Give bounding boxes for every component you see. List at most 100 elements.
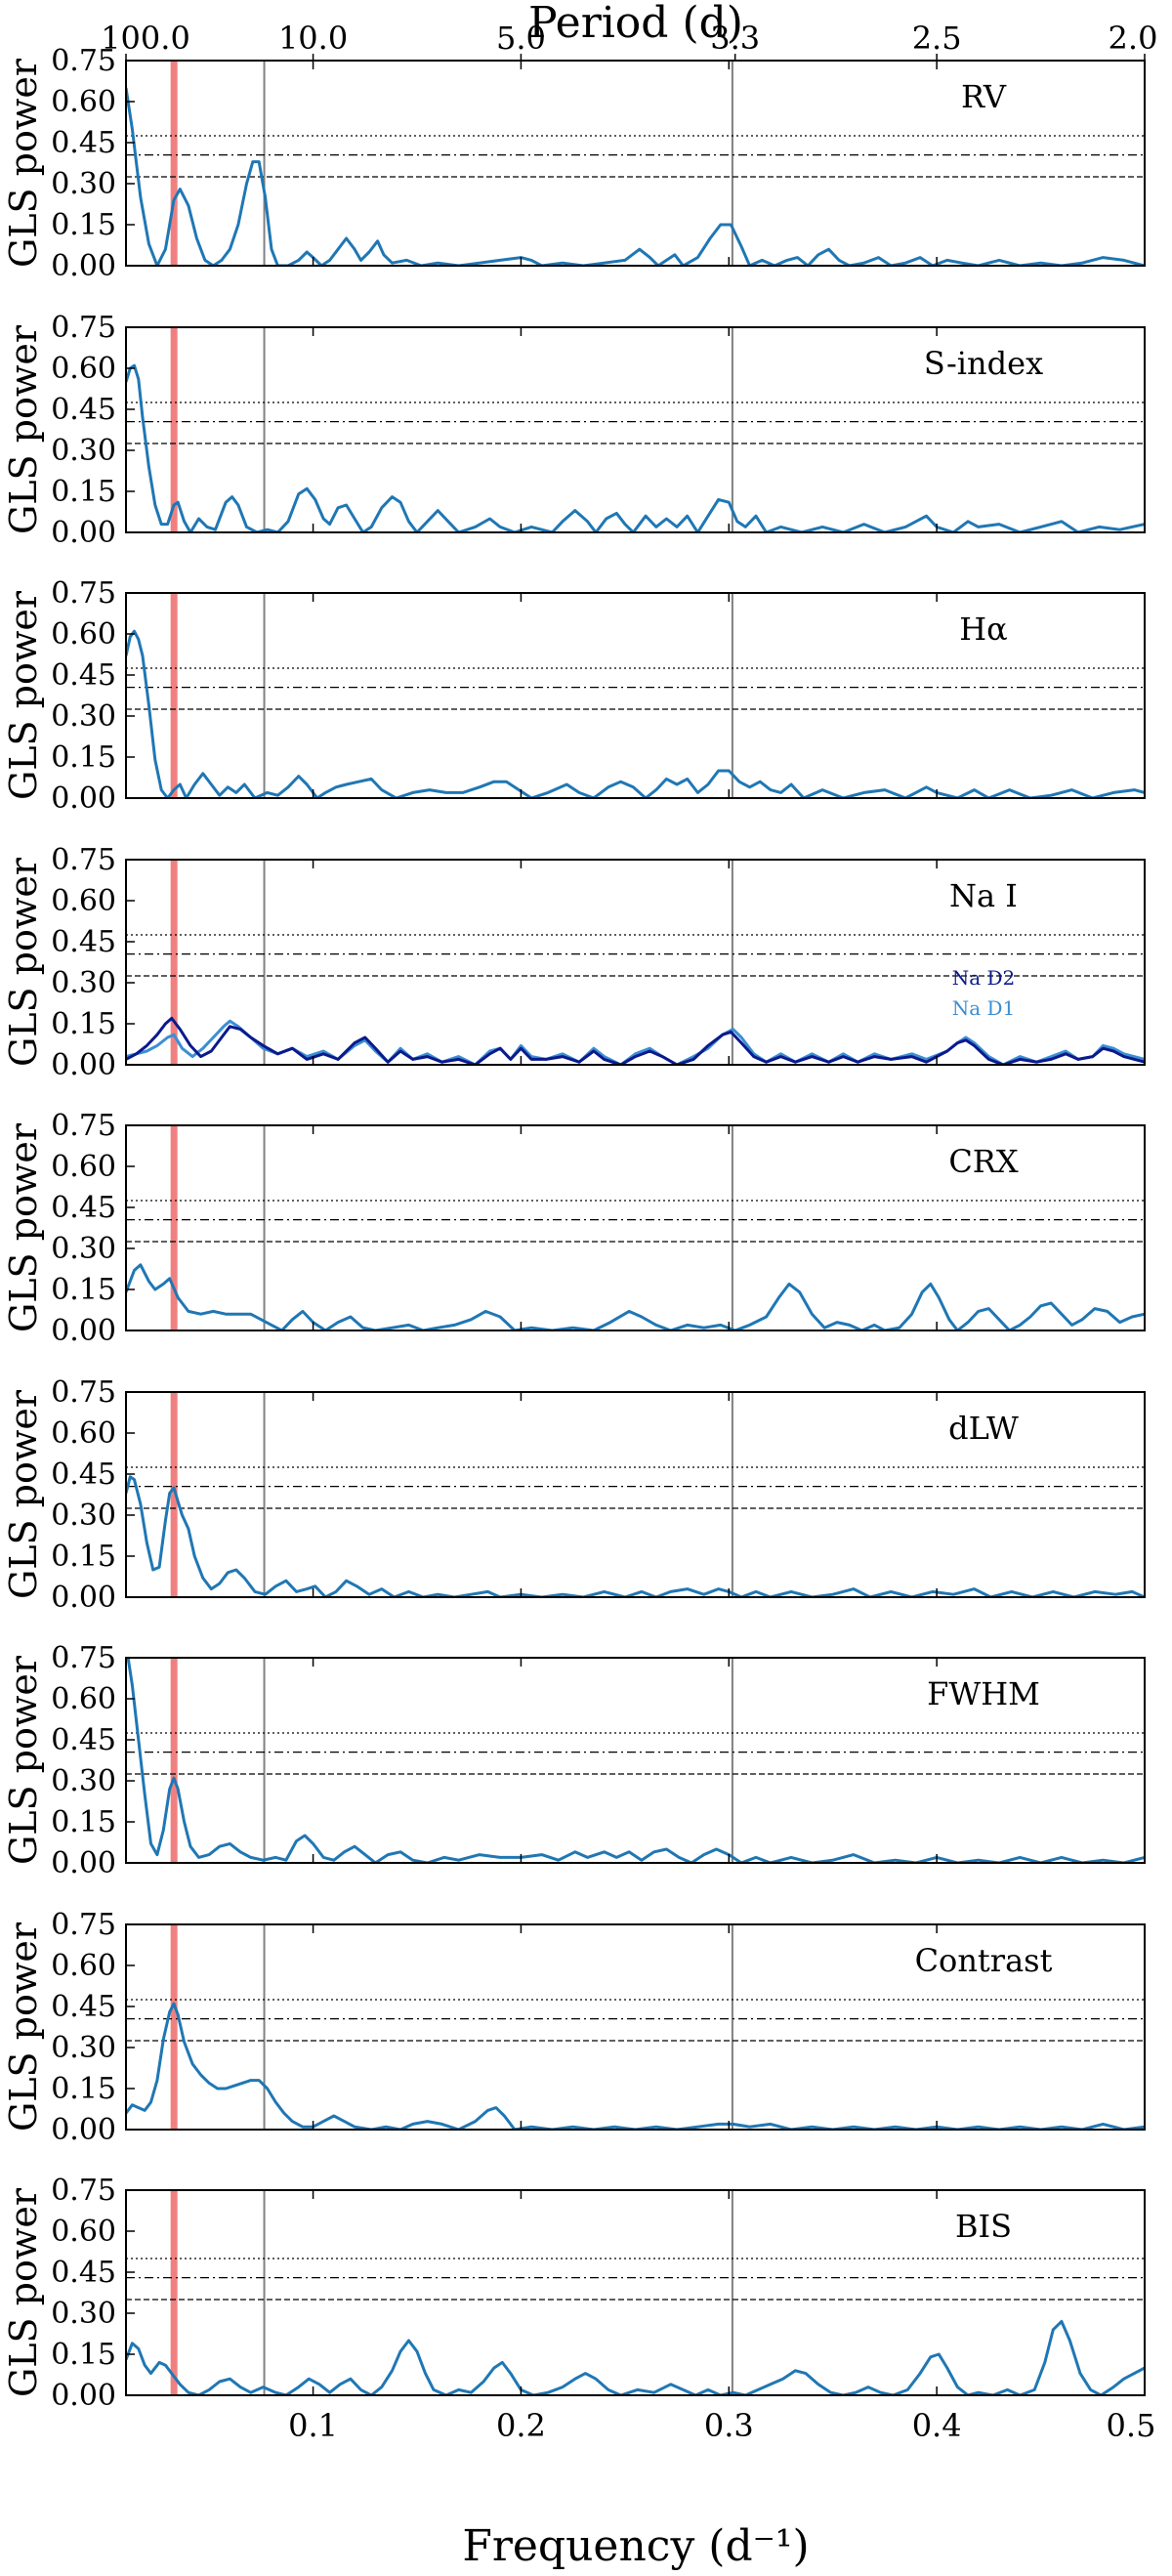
y-tick-label: 0.60 [51, 1150, 116, 1184]
series-group [126, 1263, 1145, 1330]
panel-label: Contrast [915, 1942, 1053, 1979]
y-tick-label: 0.45 [51, 1457, 116, 1492]
panel-frame [125, 2189, 1146, 2396]
y-tick-label: 0.45 [51, 1723, 116, 1757]
top-axis-title: Period (d) [528, 0, 743, 48]
y-tick-label: 0.15 [51, 2072, 116, 2106]
panel-label: CRX [948, 1143, 1019, 1180]
y-axis-title: GLS power [2, 1655, 45, 1865]
y-tick-label: 0.00 [51, 1581, 116, 1615]
y-tick-label: 0.30 [51, 434, 116, 468]
y-tick-label: 0.60 [51, 884, 116, 918]
y-tick-label: 0.15 [51, 1540, 116, 1574]
series-group [126, 1016, 1145, 1065]
panel-label: Na I [949, 877, 1018, 914]
y-tick-label: 0.45 [51, 2256, 116, 2290]
y-axis-title: GLS power [2, 1389, 45, 1599]
series-group [126, 629, 1145, 798]
panel-frame [125, 1124, 1146, 1331]
panel-frame [125, 1391, 1146, 1598]
y-tick-label: 0.15 [51, 1273, 116, 1307]
top-tick-label: 5.0 [496, 20, 546, 57]
y-axis-title: GLS power [2, 2187, 45, 2397]
x-tick-label: 0.1 [288, 2407, 338, 2444]
y-tick-label: 0.00 [51, 781, 116, 816]
top-tick-label: 2.0 [1109, 20, 1158, 57]
legend-entry: Na D1 [952, 996, 1016, 1020]
y-tick-label: 0.00 [51, 249, 116, 283]
y-tick-label: 0.15 [51, 1007, 116, 1041]
y-tick-label: 0.30 [51, 1232, 116, 1266]
series-line [126, 1016, 1145, 1065]
y-tick-label: 0.60 [51, 1949, 116, 1983]
y-axis-title: GLS power [2, 1122, 45, 1332]
series-group [126, 2319, 1145, 2395]
y-tick-label: 0.60 [51, 352, 116, 386]
y-tick-label: 0.30 [51, 167, 116, 201]
panel-label: S-index [924, 345, 1043, 382]
panel-frame [125, 859, 1146, 1066]
y-tick-label: 0.75 [51, 576, 116, 611]
series-line [126, 1263, 1145, 1330]
y-tick-label: 0.30 [51, 2031, 116, 2065]
y-tick-label: 0.45 [51, 1990, 116, 2024]
y-tick-label: 0.45 [51, 126, 116, 160]
panel-frame [125, 60, 1146, 267]
y-tick-label: 0.15 [51, 2338, 116, 2372]
y-tick-label: 0.00 [51, 516, 116, 550]
y-tick-label: 0.00 [51, 1314, 116, 1348]
panel-label: Hα [959, 611, 1008, 648]
x-tick-label: 0.2 [496, 2407, 546, 2444]
series-line [126, 87, 1145, 266]
series-line [126, 1658, 1145, 1863]
top-tick-label: 3.3 [710, 20, 760, 57]
panel-frame [125, 592, 1146, 799]
panel-frame [125, 1923, 1146, 2131]
panel-frame [125, 1657, 1146, 1864]
y-tick-label: 0.30 [51, 2297, 116, 2331]
top-tick-label: 2.5 [912, 20, 962, 57]
series-group [126, 1475, 1145, 1597]
y-tick-label: 0.30 [51, 966, 116, 1000]
series-line [126, 1475, 1145, 1597]
y-tick-label: 0.60 [51, 617, 116, 652]
x-tick-label: 0.5 [1107, 2407, 1156, 2444]
x-tick-label: 0.3 [704, 2407, 754, 2444]
series-group [126, 363, 1145, 532]
y-tick-label: 0.00 [51, 1846, 116, 1880]
y-tick-label: 0.45 [51, 925, 116, 959]
y-tick-label: 0.00 [51, 2113, 116, 2147]
panel-frame [125, 326, 1146, 533]
series-group [126, 1658, 1145, 1863]
y-axis-title: GLS power [2, 590, 45, 800]
y-tick-label: 0.75 [51, 311, 116, 345]
y-tick-label: 0.60 [51, 1416, 116, 1451]
y-tick-label: 0.15 [51, 475, 116, 509]
y-tick-label: 0.30 [51, 699, 116, 734]
y-tick-label: 0.45 [51, 658, 116, 693]
y-axis-title: GLS power [2, 58, 45, 268]
y-tick-label: 0.60 [51, 2215, 116, 2249]
series-group [126, 2002, 1145, 2130]
bottom-axis-title: Frequency (d⁻¹) [462, 2521, 809, 2571]
y-tick-label: 0.75 [51, 1641, 116, 1675]
y-tick-label: 0.75 [51, 44, 116, 78]
y-tick-label: 0.75 [51, 2174, 116, 2208]
y-tick-label: 0.45 [51, 393, 116, 427]
series-line [126, 2002, 1145, 2130]
top-tick-label: 10.0 [278, 20, 348, 57]
legend-entry: Na D2 [952, 966, 1016, 990]
y-tick-label: 0.30 [51, 1764, 116, 1798]
y-tick-label: 0.60 [51, 85, 116, 119]
series-line [126, 2319, 1145, 2395]
y-tick-label: 0.60 [51, 1682, 116, 1716]
